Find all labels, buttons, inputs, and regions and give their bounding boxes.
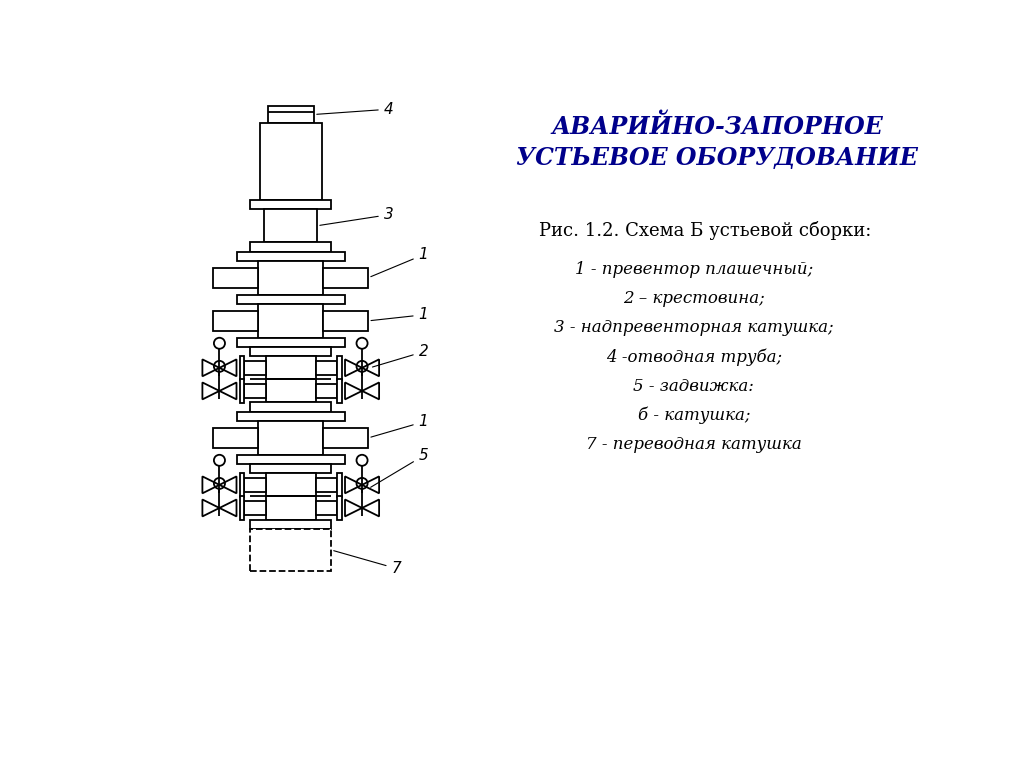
Bar — [245, 478, 266, 492]
Text: б - катушка;: б - катушка; — [638, 407, 750, 424]
Bar — [258, 304, 324, 338]
Bar — [240, 495, 245, 520]
Bar — [315, 478, 337, 492]
Bar — [213, 268, 258, 288]
Text: УСТЬЕВОЕ ОБОРУДОВАНИЕ: УСТЬЕВОЕ ОБОРУДОВАНИЕ — [516, 146, 918, 170]
Bar — [260, 123, 322, 200]
Bar — [245, 501, 266, 515]
Bar — [245, 361, 266, 375]
Polygon shape — [203, 382, 219, 399]
Polygon shape — [203, 499, 219, 516]
Polygon shape — [345, 359, 362, 376]
Text: 2: 2 — [373, 344, 428, 367]
Bar — [266, 473, 315, 496]
Bar — [315, 501, 337, 515]
Text: 1: 1 — [371, 307, 428, 323]
Bar — [324, 311, 369, 331]
Bar — [258, 421, 324, 455]
Text: Рис. 1.2. Схема Б устьевой сборки:: Рис. 1.2. Схема Б устьевой сборки: — [539, 221, 871, 240]
Polygon shape — [203, 359, 219, 376]
Bar — [237, 295, 345, 304]
Bar — [315, 384, 337, 398]
Polygon shape — [219, 382, 237, 399]
Bar — [324, 268, 369, 288]
Bar — [213, 311, 258, 331]
Bar — [251, 528, 331, 571]
Bar — [315, 361, 337, 375]
Bar — [251, 402, 331, 412]
Bar — [251, 347, 331, 356]
Text: 3: 3 — [319, 207, 393, 225]
Bar — [337, 472, 342, 497]
Bar — [251, 200, 331, 209]
Text: 5: 5 — [371, 449, 428, 487]
Bar — [266, 379, 315, 402]
Bar — [251, 519, 331, 528]
Bar — [237, 412, 345, 421]
Bar — [337, 379, 342, 403]
Bar — [245, 384, 266, 398]
Bar — [251, 243, 331, 252]
Bar — [267, 106, 314, 123]
Text: 4 -отводная труба;: 4 -отводная труба; — [605, 349, 781, 366]
Text: 7 - переводная катушка: 7 - переводная катушка — [586, 436, 802, 453]
Polygon shape — [219, 476, 237, 493]
Bar — [266, 356, 315, 379]
Bar — [240, 472, 245, 497]
Bar — [237, 455, 345, 464]
Bar — [213, 428, 258, 448]
Text: 1: 1 — [371, 247, 428, 276]
Bar — [337, 495, 342, 520]
Text: АВАРИЙНО-ЗАПОРНОЕ: АВАРИЙНО-ЗАПОРНОЕ — [551, 114, 883, 139]
Text: 7: 7 — [334, 551, 401, 576]
Polygon shape — [203, 476, 219, 493]
Bar — [258, 261, 324, 295]
Bar — [251, 464, 331, 473]
Bar — [264, 209, 317, 243]
Text: 3 - надпревенторная катушка;: 3 - надпревенторная катушка; — [554, 319, 834, 336]
Polygon shape — [345, 499, 362, 516]
Text: 1: 1 — [371, 415, 428, 437]
Bar — [266, 496, 315, 519]
Polygon shape — [362, 382, 379, 399]
Text: 5 - задвижка:: 5 - задвижка: — [633, 378, 755, 395]
Polygon shape — [219, 499, 237, 516]
Text: 4: 4 — [316, 101, 393, 117]
Text: 2 – крестовина;: 2 – крестовина; — [623, 290, 765, 307]
Polygon shape — [362, 359, 379, 376]
Bar — [240, 356, 245, 380]
Bar — [337, 356, 342, 380]
Bar — [237, 252, 345, 261]
Polygon shape — [219, 359, 237, 376]
Polygon shape — [345, 382, 362, 399]
Bar — [324, 428, 369, 448]
Text: 1 - превентор плашечный;: 1 - превентор плашечный; — [574, 261, 813, 278]
Polygon shape — [362, 476, 379, 493]
Polygon shape — [345, 476, 362, 493]
Polygon shape — [362, 499, 379, 516]
Bar — [237, 338, 345, 347]
Bar — [240, 379, 245, 403]
